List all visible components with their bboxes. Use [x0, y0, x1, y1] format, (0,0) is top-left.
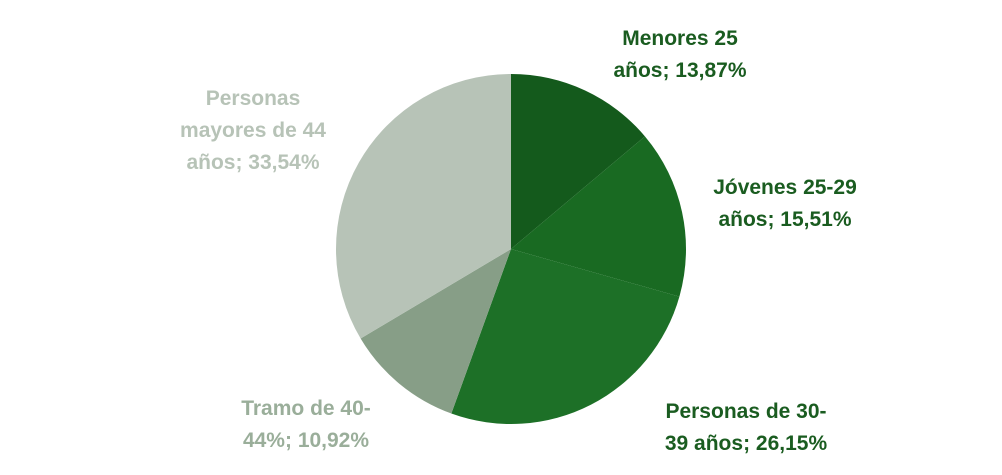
data-label: Jóvenes 25-29 años; 15,51%	[690, 172, 880, 236]
pie-slice	[360, 249, 511, 414]
label-part: 13,87%	[675, 59, 747, 82]
pie-slice	[511, 136, 686, 297]
label-part: Personas mayores de 44 años	[180, 87, 326, 174]
label-part: ;	[284, 429, 298, 452]
label-part: 10,92%	[297, 429, 370, 452]
label-part: ;	[662, 59, 676, 82]
data-label: Tramo de 40-44%; 10,92%	[221, 393, 391, 457]
data-label: Menores 25 años; 13,87%	[595, 23, 765, 87]
label-part: 33,54%	[248, 151, 320, 174]
label-part: Tramo de 40-44%	[241, 397, 371, 452]
label-part: ;	[235, 151, 249, 174]
label-part: 15,51%	[780, 208, 852, 231]
data-label: Personas mayores de 44 años; 33,54%	[163, 83, 343, 179]
pie-slice	[451, 249, 680, 424]
pie-slice	[336, 74, 511, 339]
label-part: 26,15%	[755, 432, 828, 455]
label-part: Personas de 30-39 años	[664, 400, 827, 455]
label-part: Menores 25 años	[613, 27, 738, 82]
pie-slice	[511, 74, 645, 249]
label-part: ;	[767, 208, 781, 231]
data-label: Personas de 30-39 años; 26,15%	[664, 396, 829, 460]
label-part: Jóvenes 25-29 años	[713, 176, 857, 231]
label-part: ;	[743, 432, 756, 455]
